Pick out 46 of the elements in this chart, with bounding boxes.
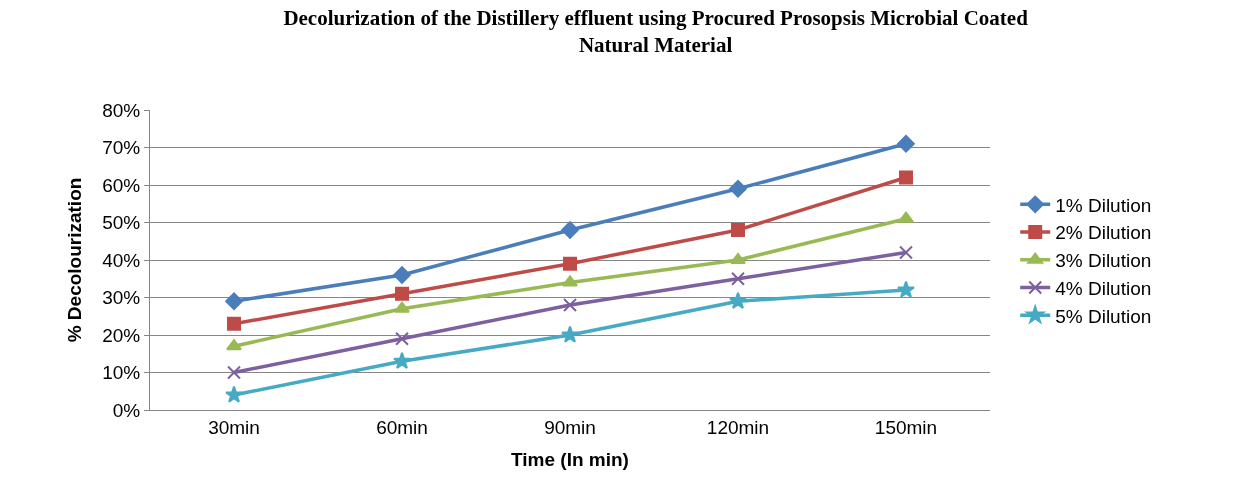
point: [561, 221, 579, 239]
point: [225, 385, 243, 403]
point: [899, 170, 913, 185]
y-tick-label: 50%: [102, 212, 141, 234]
point: [227, 316, 241, 331]
point: [394, 301, 410, 313]
x-tick-label: 90min: [544, 416, 596, 438]
point: [898, 211, 914, 223]
point: [226, 339, 242, 351]
point: [729, 179, 747, 198]
y-axis-title: % Decolourization: [64, 177, 86, 343]
point: [393, 266, 411, 284]
legend-label: 3% Dilution: [1055, 250, 1152, 272]
point: [897, 280, 915, 298]
point: [393, 351, 411, 370]
chart-title: Decolurization of the Distillery effluent using Procured Prosopsis Microbial Coated Natural Material: [283, 5, 1029, 58]
y-tick-label: 10%: [102, 362, 141, 384]
point: [563, 256, 577, 271]
y-tick-label: 20%: [102, 324, 141, 346]
point: [731, 223, 745, 237]
point: [562, 275, 578, 287]
point: [225, 292, 243, 311]
legend-label: 5% Dilution: [1055, 305, 1152, 327]
point: [563, 298, 577, 312]
point: [561, 325, 579, 343]
legend-label: 1% Dilution: [1055, 194, 1152, 216]
point: [899, 245, 913, 260]
x-axis-title: Time (In min): [511, 448, 629, 470]
y-tick-label: 30%: [102, 287, 141, 309]
point: [731, 271, 745, 286]
y-tick-label: 0%: [112, 399, 141, 421]
point: [227, 365, 241, 380]
x-tick-label: 150min: [874, 416, 938, 438]
y-tick-label: 60%: [102, 174, 141, 196]
point: [729, 291, 747, 310]
point: [395, 286, 409, 301]
y-tick-label: 70%: [102, 137, 141, 159]
x-tick-label: 60min: [376, 416, 428, 438]
legend-label: 4% Dilution: [1055, 277, 1152, 299]
x-tick-label: 30min: [208, 416, 260, 438]
y-tick-label: 40%: [102, 249, 141, 271]
point: [897, 134, 915, 153]
legend-label: 2% Dilution: [1055, 222, 1152, 244]
point: [395, 331, 409, 346]
x-tick-label: 120min: [706, 416, 770, 438]
y-tick-label: 80%: [102, 99, 141, 121]
